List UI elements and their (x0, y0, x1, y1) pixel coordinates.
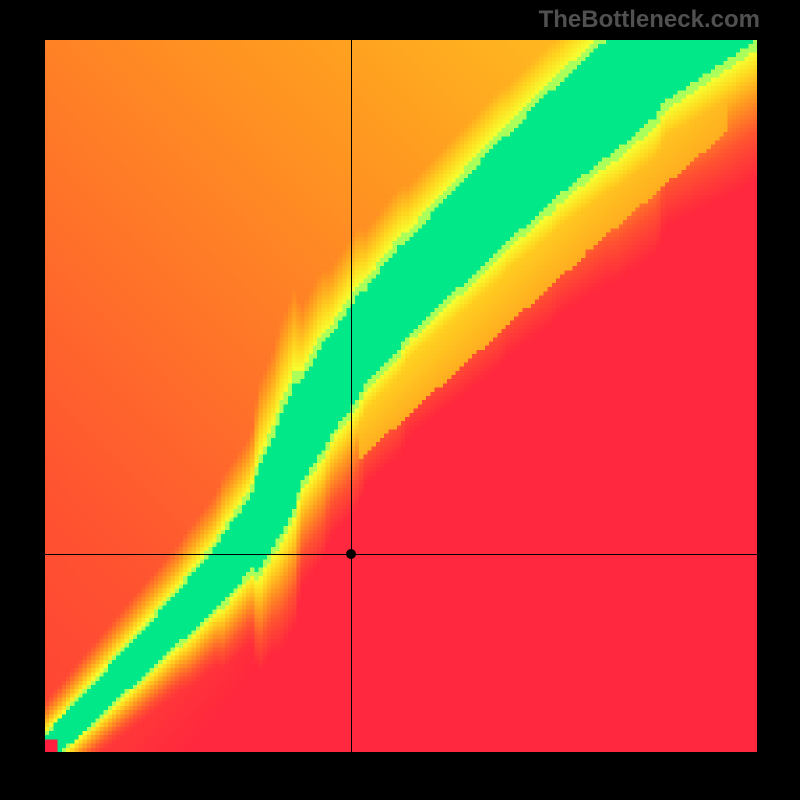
heatmap-canvas (45, 40, 757, 752)
crosshair-horizontal (45, 554, 757, 555)
data-point-marker (346, 549, 356, 559)
heatmap-plot (45, 40, 757, 752)
watermark-text: TheBottleneck.com (539, 6, 760, 34)
chart-container: TheBottleneck.com (0, 0, 800, 800)
crosshair-vertical (351, 40, 352, 752)
